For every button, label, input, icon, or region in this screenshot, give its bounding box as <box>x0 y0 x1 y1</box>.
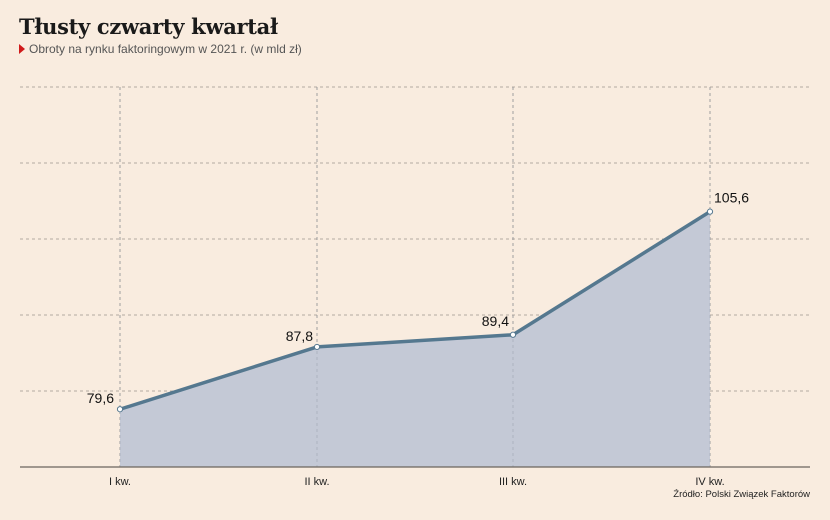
data-point <box>509 331 517 338</box>
x-tick-label: III kw. <box>499 476 527 488</box>
source-note: Źródło: Polski Związek Faktorów <box>673 489 810 500</box>
area-fill <box>120 211 710 467</box>
data-point <box>313 343 321 351</box>
data-point <box>706 208 714 215</box>
data-label: 79,6 <box>87 390 114 406</box>
x-tick-label: I kw. <box>109 476 131 488</box>
data-label: 87,8 <box>286 328 313 344</box>
data-label: 89,4 <box>482 313 509 329</box>
data-label: 105,6 <box>714 190 749 206</box>
triangle-marker-icon <box>19 44 25 54</box>
x-tick-label: IV kw. <box>695 476 724 488</box>
chart-title: Tłusty czwarty kwartał <box>19 14 278 39</box>
series-line <box>119 210 711 411</box>
x-tick-label: II kw. <box>304 476 329 488</box>
chart-subtitle-text: Obroty na rynku faktoringowym w 2021 r. … <box>29 42 302 56</box>
data-point <box>116 406 124 413</box>
chart-subtitle: Obroty na rynku faktoringowym w 2021 r. … <box>19 42 302 56</box>
